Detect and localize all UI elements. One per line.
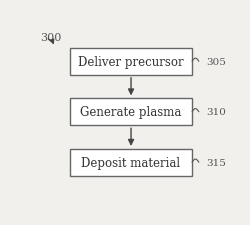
Bar <box>70 49 192 76</box>
Text: 310: 310 <box>206 108 227 117</box>
Text: Deposit material: Deposit material <box>82 156 180 169</box>
Text: 305: 305 <box>206 58 227 66</box>
Text: Deliver precursor: Deliver precursor <box>78 56 184 69</box>
Text: 300: 300 <box>40 33 61 43</box>
Bar <box>70 99 192 126</box>
Bar <box>70 149 192 176</box>
Text: Generate plasma: Generate plasma <box>80 106 182 119</box>
Text: 315: 315 <box>206 158 227 167</box>
